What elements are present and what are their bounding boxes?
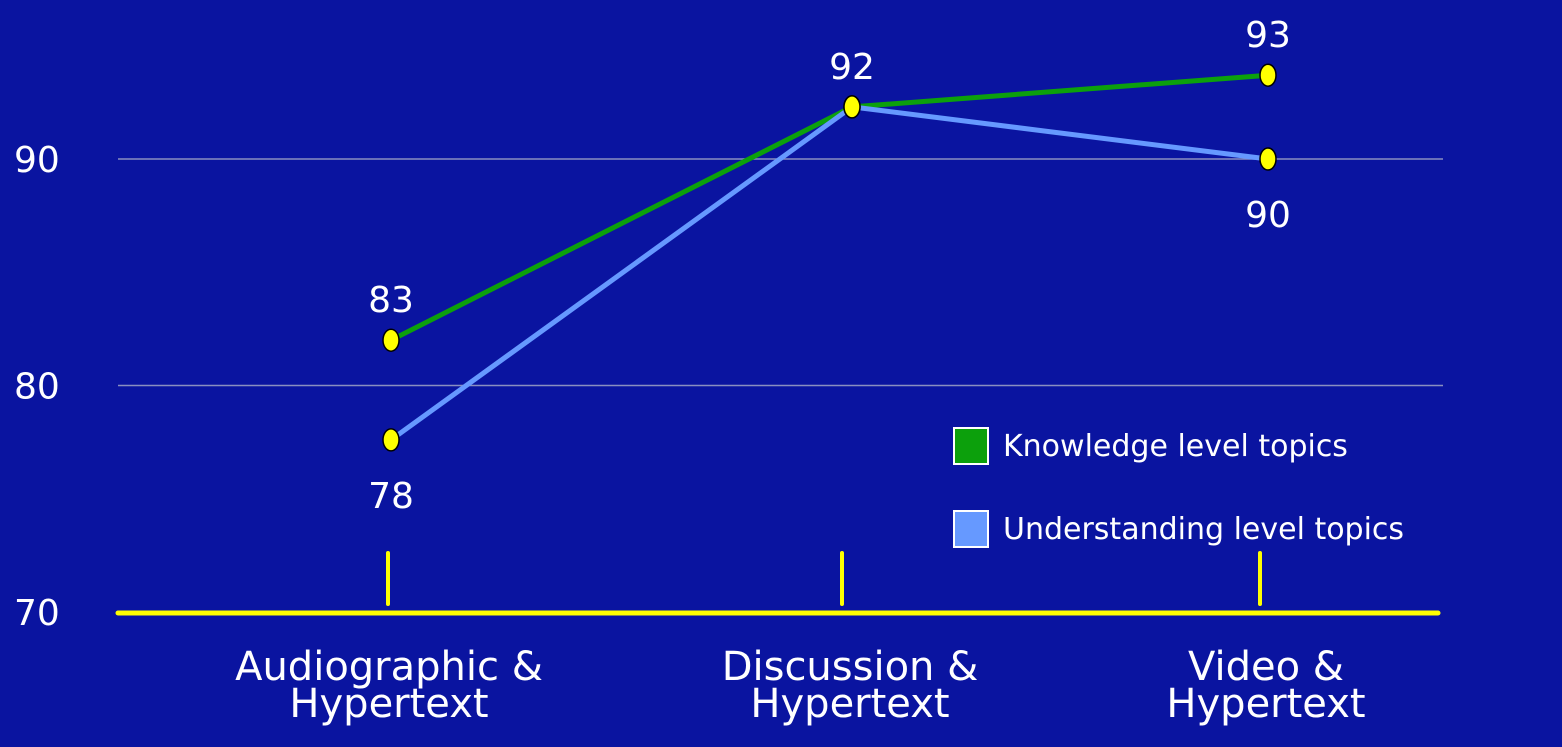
data-point	[843, 95, 861, 119]
data-label: 83	[368, 280, 414, 321]
x-axis-tick-labels: Audiographic & Hypertext Discussion & Hyper…	[235, 644, 1365, 727]
data-point	[382, 428, 400, 452]
data-labels: 83 92 93 78 90	[368, 15, 1291, 517]
x-tick-label: Audiographic & Hypertext	[235, 644, 543, 727]
legend: Knowledge level topics Understanding leve…	[953, 427, 1404, 548]
data-point	[1259, 147, 1277, 171]
data-label: 92	[829, 47, 875, 88]
series-line-knowledge	[389, 72, 1269, 343]
y-tick-label: 70	[14, 593, 60, 634]
x-tick-label: Video & Hypertext	[1166, 644, 1365, 727]
data-point	[382, 328, 400, 352]
gridlines	[118, 158, 1443, 387]
y-tick-label: 90	[14, 140, 60, 181]
x-axis	[115, 551, 1441, 616]
legend-label: Understanding level topics	[1003, 512, 1404, 547]
legend-label: Knowledge level topics	[1003, 429, 1348, 464]
data-point	[1259, 63, 1277, 87]
y-axis-ticks: 70 80 90	[14, 140, 60, 634]
data-label: 90	[1245, 195, 1291, 236]
data-label: 93	[1245, 15, 1291, 56]
data-label: 78	[368, 476, 414, 517]
y-tick-label: 80	[14, 367, 60, 408]
x-tick-label: Discussion & Hypertext	[722, 644, 979, 727]
data-markers	[382, 63, 1277, 452]
legend-swatch	[953, 427, 989, 465]
legend-swatch	[953, 510, 989, 548]
